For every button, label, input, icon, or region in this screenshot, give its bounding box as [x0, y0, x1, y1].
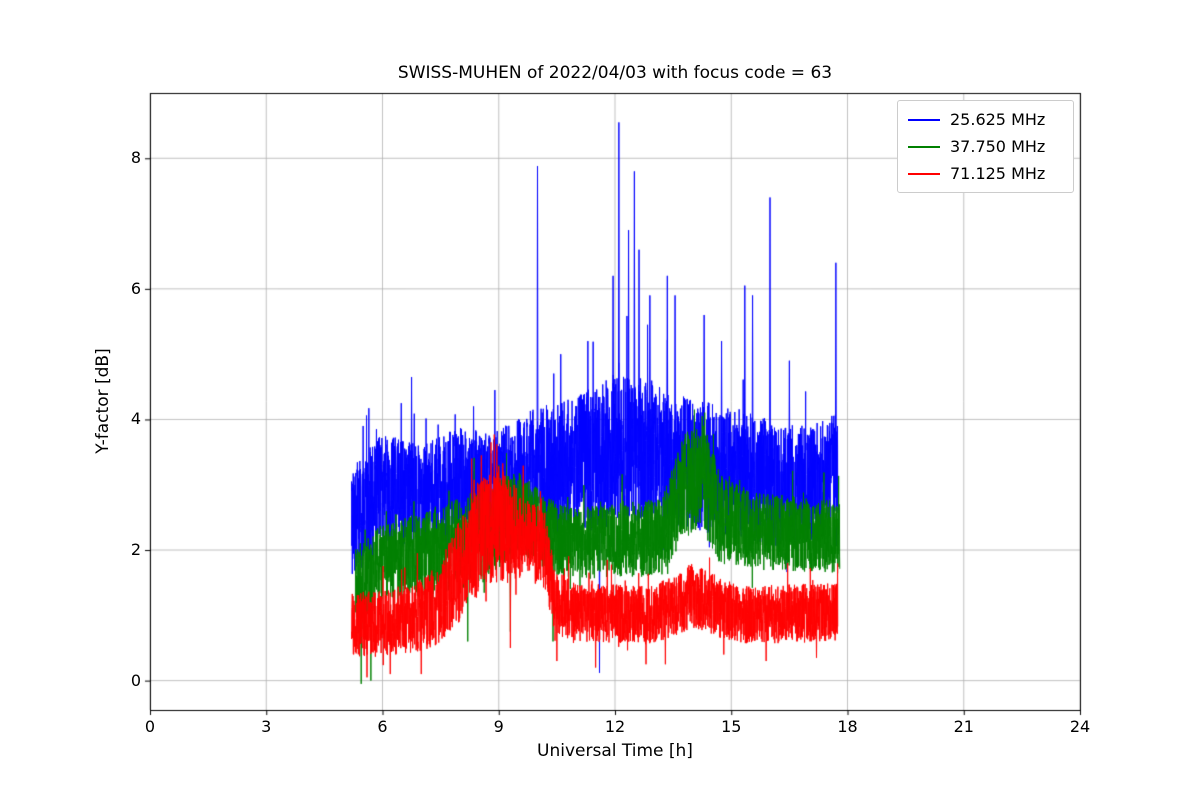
y-tick-label: 8 — [130, 148, 141, 168]
legend-item-71-125-mhz: 71.125 MHz — [908, 163, 1063, 184]
x-tick-label: 0 — [144, 717, 156, 736]
legend-line-swatch-blue — [908, 118, 940, 121]
legend-label: 71.125 MHz — [950, 164, 1046, 183]
x-axis-label: Universal Time [h] — [537, 741, 693, 761]
x-tick-label: 21 — [953, 717, 974, 736]
x-tick-label: 9 — [493, 717, 504, 736]
chart-title: SWISS-MUHEN of 2022/04/03 with focus cod… — [397, 63, 833, 83]
y-tick-label: 4 — [130, 409, 141, 429]
legend-label: 37.750 MHz — [950, 137, 1046, 156]
legend: 25.625 MHz 37.750 MHz 71.125 MHz — [897, 100, 1074, 193]
legend-line-swatch-red — [908, 172, 940, 175]
legend-item-25-625-mhz: 25.625 MHz — [908, 109, 1063, 130]
x-tick-label: 12 — [604, 717, 626, 736]
legend-item-37-750-mhz: 37.750 MHz — [908, 136, 1063, 157]
x-tick-label: 3 — [261, 717, 272, 736]
legend-line-swatch-green — [908, 145, 940, 148]
x-tick-label: 15 — [721, 717, 742, 736]
legend-label: 25.625 MHz — [950, 110, 1046, 129]
y-axis-label: Y-factor [dB] — [93, 348, 113, 454]
x-tick-label: 6 — [377, 717, 388, 736]
y-tick-label: 6 — [130, 278, 141, 298]
y-tick-label: 0 — [130, 670, 141, 690]
y-tick-label: 2 — [130, 540, 141, 560]
x-tick-label: 18 — [837, 717, 858, 736]
x-tick-label: 24 — [1069, 717, 1091, 736]
